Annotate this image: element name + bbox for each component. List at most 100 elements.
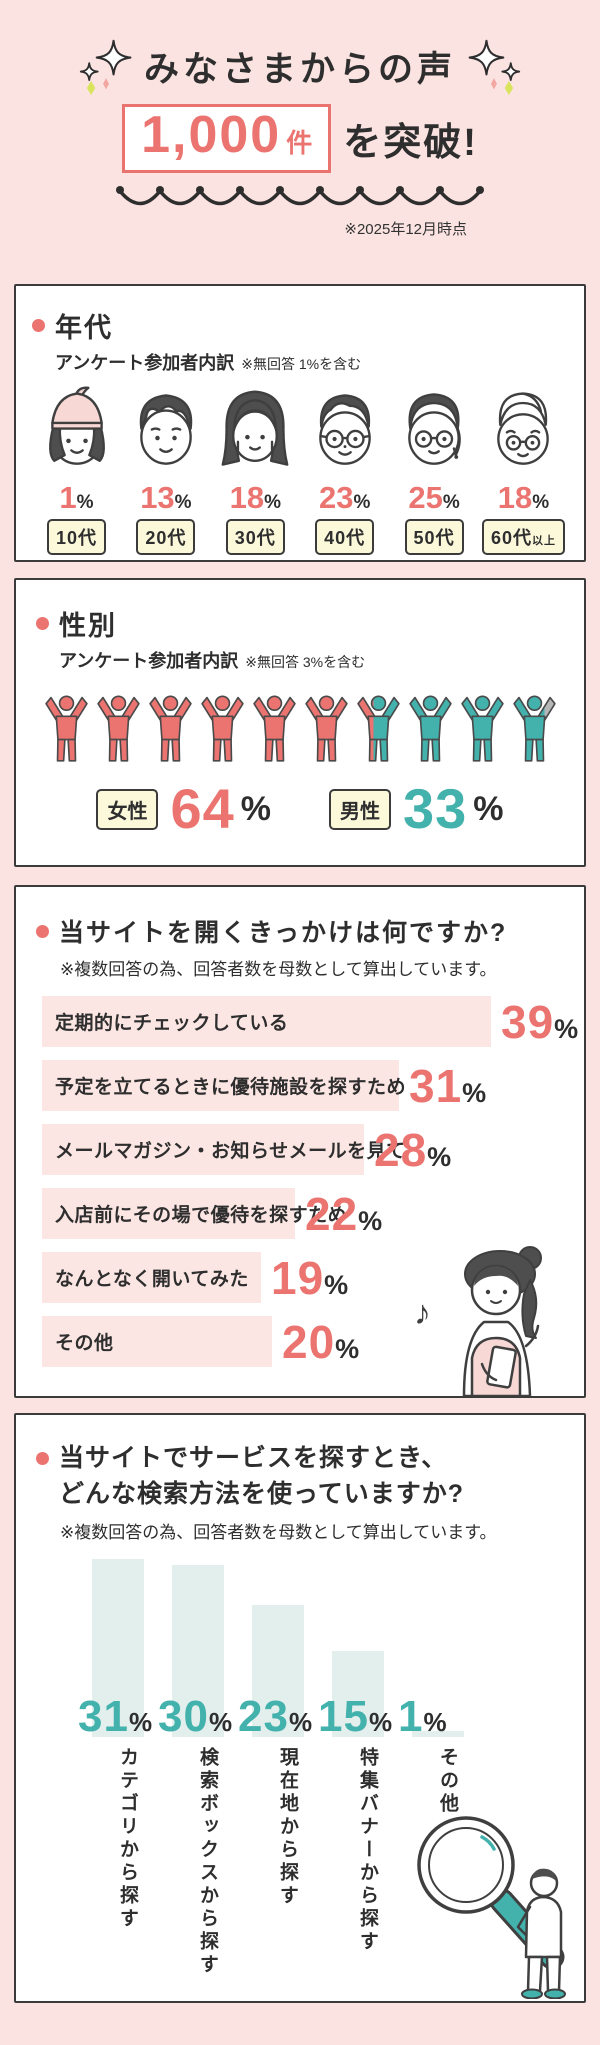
male-group: 男性 33 % <box>329 781 504 837</box>
search-bar <box>332 1651 384 1737</box>
search-labels: カテゴリから探す 検索ボックスから探す 現在地から探す 特集バナーから探す その他 <box>95 1747 584 1992</box>
reason-bar-row: 予定を立てるときに優待施設を探すため 31% <box>42 1060 584 1111</box>
count-unit: 件 <box>286 128 313 158</box>
count-value: 1,000 <box>141 106 282 164</box>
bullet-dot <box>36 1452 49 1465</box>
search-bar <box>252 1605 304 1737</box>
reasons-bar-chart: 定期的にチェックしている 39% 予定を立てるときに優待施設を探すため 31% … <box>16 996 584 1367</box>
age-value: 23% <box>318 480 371 515</box>
person-icon <box>356 695 400 762</box>
wave-dots <box>116 186 484 195</box>
reason-bar: その他 <box>42 1316 272 1367</box>
search-label: 検索ボックスから探す <box>197 1747 218 1977</box>
search-section: 当サイトでサービスを探すとき、 どんな検索方法を使っていますか? ※複数回答の為、… <box>14 1413 586 2003</box>
age-label: 20代 <box>136 519 196 555</box>
man-with-magnifier-illustration <box>417 1816 566 1999</box>
reason-bar: 入店前にその場で優待を探すため <box>42 1188 347 1239</box>
age-item: 13% 20代 <box>121 385 210 555</box>
age-label: 10代 <box>46 519 107 555</box>
male-value: 33 <box>403 777 468 840</box>
teen-girl-icon <box>48 386 105 465</box>
reason-value: 22% <box>305 1187 383 1240</box>
sparkle-icon <box>79 39 132 95</box>
search-bar-chart <box>92 1559 584 1737</box>
reasons-note: ※複数回答の為、回答者数を母数として算出しています。 <box>60 960 497 979</box>
search-values: 31% 30% 23% 15% 1% <box>78 1695 584 1739</box>
female-tag: 女性 <box>96 788 159 830</box>
person-icon <box>460 695 504 762</box>
age-section: 年代 アンケート参加者内訳 ※無回答 1%を含む 1% 10代 13% 20代 1… <box>14 284 586 562</box>
reason-label: なんとなく開いてみた <box>55 1269 249 1290</box>
age-chart: 1% 10代 13% 20代 18% 30代 23% 40代 <box>32 385 568 555</box>
reason-bar-row: 入店前にその場で優待を探すため 22% <box>42 1188 584 1239</box>
reason-bar-row: なんとなく開いてみた 19% <box>42 1252 584 1303</box>
search-value: 15% <box>318 1692 393 1741</box>
age-label: 30代 <box>225 519 285 555</box>
reason-label: 予定を立てるときに優待施設を探すため <box>55 1077 407 1098</box>
sparkle-icon <box>468 39 521 95</box>
person-icon <box>96 695 140 762</box>
gender-legend: 女性 64 % 男性 33 % <box>36 781 564 837</box>
age-value: 18% <box>229 480 281 515</box>
bullet-dot <box>36 924 49 938</box>
bullet-dot <box>36 617 49 630</box>
person-icon <box>252 695 296 762</box>
reason-bar: 定期的にチェックしている <box>42 996 491 1047</box>
senior-man-icon <box>497 392 550 465</box>
search-label: その他 <box>437 1747 458 1816</box>
search-bar <box>92 1559 144 1737</box>
female-value: 64 <box>170 777 235 840</box>
person-icon <box>44 695 88 762</box>
gender-subtitle: アンケート参加者内訳 <box>59 651 239 671</box>
age-value: 13% <box>140 480 192 515</box>
reason-label: メールマガジン・お知らせメールを見て <box>55 1141 406 1162</box>
person-icon <box>200 695 244 762</box>
count-suffix: を突破! <box>343 122 478 165</box>
male-tag: 男性 <box>329 788 391 830</box>
age-title: 年代 <box>55 313 113 343</box>
reason-value: 28% <box>374 1123 452 1176</box>
reason-label: 入店前にその場で優待を探すため <box>55 1205 348 1226</box>
reason-bar-row: その他 20% <box>42 1316 584 1367</box>
gender-pictograph <box>36 689 564 769</box>
age-subtitle: アンケート参加者内訳 <box>55 353 235 373</box>
age-item: 25% 50代 <box>390 385 479 555</box>
gender-section: 性別 アンケート参加者内訳 ※無回答 3%を含む <box>14 578 586 867</box>
reason-label: その他 <box>55 1333 114 1354</box>
woman-glasses-icon <box>408 393 461 465</box>
search-label: 現在地から探す <box>277 1747 298 1908</box>
wave-divider <box>116 186 484 206</box>
reason-value: 39% <box>501 995 579 1048</box>
person-icon <box>304 695 348 762</box>
female-unit: % <box>240 789 271 828</box>
header: みなさまからの声 1,000 件 を突破! ※2025年12月時点 <box>0 0 600 284</box>
age-note: ※無回答 1%を含む <box>241 356 362 372</box>
search-value: 23% <box>238 1692 313 1741</box>
reason-value: 31% <box>409 1059 487 1112</box>
woman-with-phone-illustration: ♪ <box>414 1246 542 1396</box>
search-bar <box>412 1731 464 1737</box>
age-item: 18% 30代 <box>211 385 300 555</box>
age-item: 23% 40代 <box>300 385 389 555</box>
search-title: 当サイトでサービスを探すとき、 どんな検索方法を使っていますか? <box>59 1444 465 1508</box>
reason-bar-row: メールマガジン・お知らせメールを見て 28% <box>42 1124 584 1175</box>
reason-bar: メールマガジン・お知らせメールを見て <box>42 1124 405 1175</box>
age-item: 1% 10代 <box>32 385 121 555</box>
age-value: 1% <box>59 480 94 515</box>
gender-title: 性別 <box>59 611 117 641</box>
search-value: 31% <box>78 1692 153 1741</box>
search-label: 特集バナーから探す <box>357 1747 378 1954</box>
count-box: 1,000 件 <box>122 104 332 174</box>
reason-bar: なんとなく開いてみた <box>42 1252 261 1303</box>
date-note: ※2025年12月時点 <box>344 221 467 239</box>
reason-bar-row: 定期的にチェックしている 39% <box>42 996 584 1047</box>
person-icon <box>512 695 556 762</box>
female-group: 女性 64 % <box>96 781 271 837</box>
search-label: カテゴリから探す <box>117 1747 138 1931</box>
search-note: ※複数回答の為、回答者数を母数として算出しています。 <box>60 1523 497 1542</box>
person-icon <box>408 695 452 762</box>
page-title: みなさまからの声 <box>143 49 456 89</box>
reason-value: 19% <box>271 1251 349 1304</box>
search-value: 1% <box>398 1692 447 1741</box>
search-bar <box>172 1565 224 1737</box>
